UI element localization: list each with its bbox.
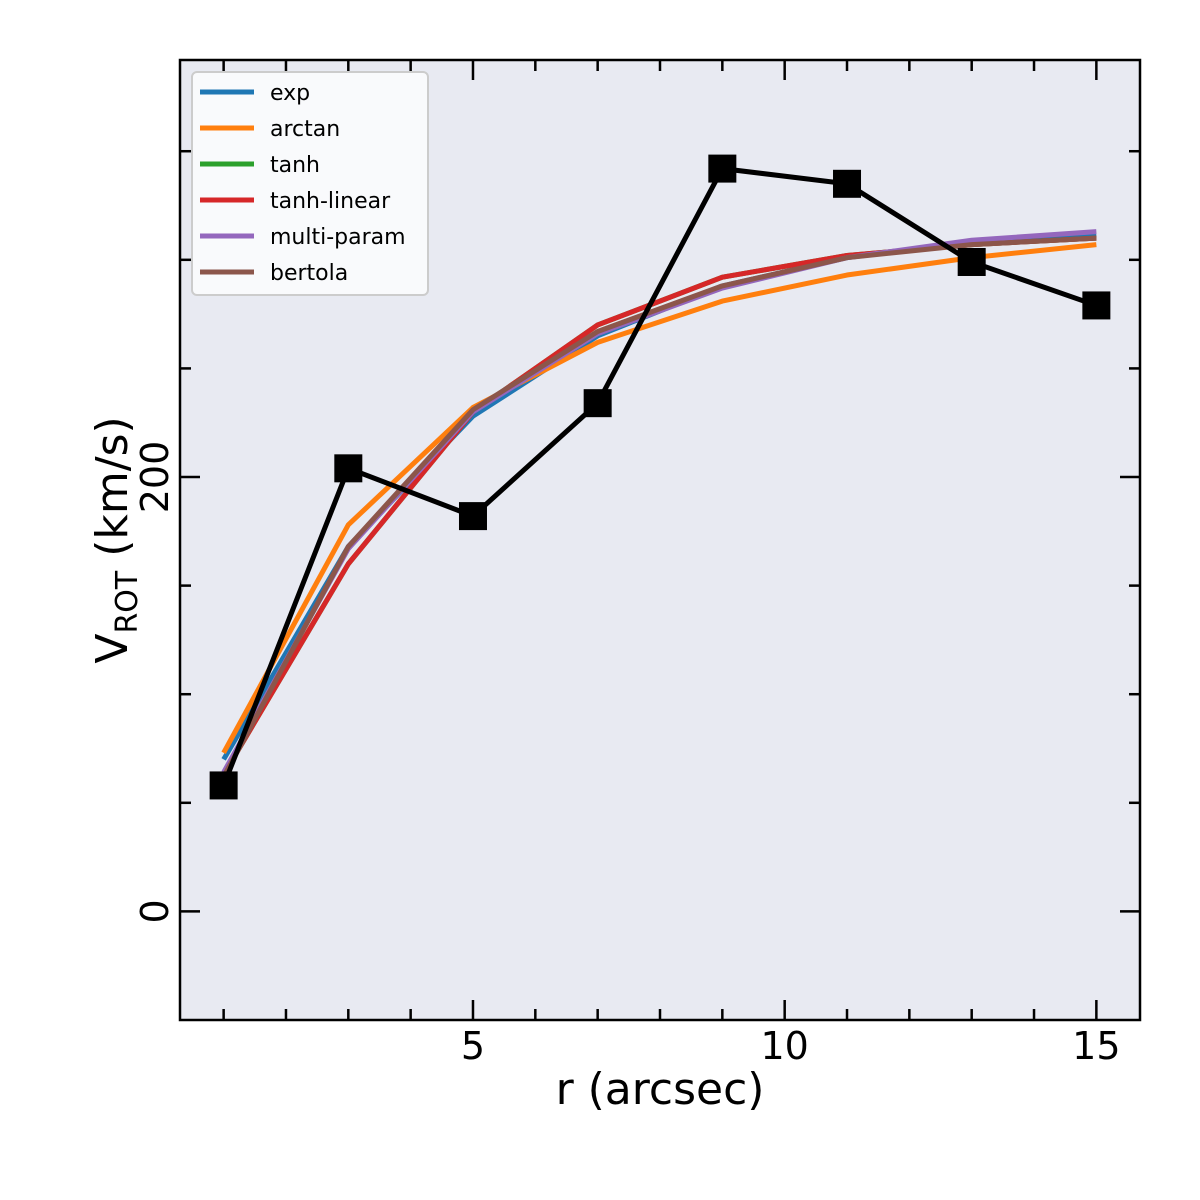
y-tick-label: 200 — [133, 441, 177, 514]
legend-label-bertola: bertola — [270, 261, 348, 286]
x-tick-label: 15 — [1072, 1024, 1120, 1068]
x-tick-label: 5 — [461, 1024, 485, 1068]
y-tick-label: 0 — [133, 899, 177, 923]
legend-label-arctan: arctan — [270, 117, 340, 142]
x-tick-label: 10 — [760, 1024, 808, 1068]
y-axis-label-sub: ROT — [110, 570, 145, 633]
observed-point — [334, 454, 363, 483]
observed-layer — [209, 154, 1111, 800]
observed-point — [209, 771, 238, 800]
series-line-arctan — [221, 242, 1097, 755]
legend-label-tanh: tanh — [270, 153, 320, 178]
legend-label-exp: exp — [270, 81, 310, 106]
observed-point — [708, 154, 737, 183]
observed-point — [957, 247, 986, 276]
legend-label-tanh-linear: tanh-linear — [270, 189, 391, 214]
plot-frame — [178, 58, 1142, 1022]
observed-point — [833, 169, 862, 198]
y-axis-label-unit: (km/s) — [87, 416, 138, 556]
observed-point — [458, 502, 487, 531]
ticks-layer: 5 10 15 0 200 — [133, 60, 1140, 1068]
observed-point — [1082, 291, 1111, 320]
legend-label-multi-param: multi-param — [270, 225, 406, 250]
observed-line — [221, 165, 1098, 787]
observed-point — [583, 389, 612, 418]
legend: exp arctan tanh tanh-linear multi-param berto… — [191, 71, 429, 296]
x-axis-label: r (arcsec) — [556, 1064, 765, 1115]
y-axis-label: VROT (km/s) — [87, 416, 145, 663]
svg-text:VROT(km/s): VROT (km/s) — [87, 416, 145, 663]
y-axis-label-main: V — [87, 634, 138, 664]
